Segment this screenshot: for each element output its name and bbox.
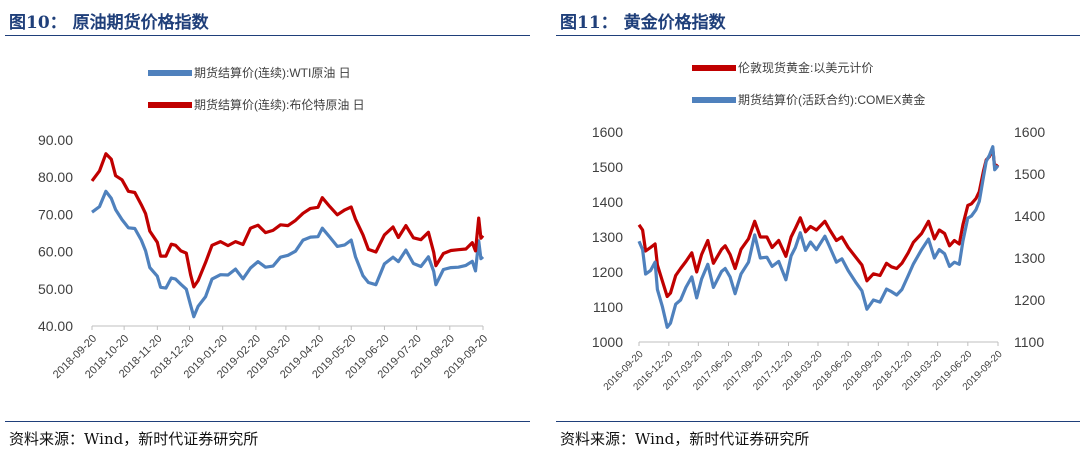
y-tick-label: 50.00 (38, 281, 73, 297)
bottom-rule (5, 421, 530, 422)
y-tick-label: 1500 (1014, 166, 1045, 182)
y-tick-label: 1000 (592, 334, 623, 350)
legend-label: 期货结算价(连续):布伦特原油 日 (194, 97, 365, 112)
y-tick-label: 40.00 (38, 318, 73, 334)
source-note: 资料来源：Wind，新时代证券研究所 (9, 430, 259, 448)
wti-series-line (91, 189, 485, 319)
legend-label: 期货结算价(活跃合约):COMEX黄金 (738, 92, 925, 107)
top-rule (556, 35, 1080, 36)
figure-title: 图10： 原油期货价格指数 (9, 13, 209, 33)
y-tick-label: 1600 (1014, 124, 1045, 140)
y-tick-label: 1100 (1014, 334, 1044, 350)
y-tick-label: 1400 (1014, 208, 1045, 224)
y-tick-label: 90.00 (38, 132, 73, 148)
london-gold-series-line (637, 147, 1000, 299)
y-tick-label: 70.00 (38, 206, 73, 222)
y-tick-label: 1500 (592, 159, 623, 175)
y-tick-label: 1300 (1014, 250, 1045, 266)
legend-label: 伦敦现货黄金:以美元计价 (738, 60, 873, 75)
y-tick-label: 1300 (592, 229, 623, 245)
y-tick-label: 1200 (1014, 292, 1045, 308)
figure-title: 图11： 黄金价格指数 (560, 13, 726, 33)
y-tick-label: 1600 (592, 124, 623, 140)
comex-gold-series-line (637, 145, 1000, 329)
left-figure: 图10： 原油期货价格指数 期货结算价(连续):WTI原油 日期货结算价(连续)… (5, 0, 530, 451)
source-note: 资料来源：Wind，新时代证券研究所 (560, 430, 810, 448)
legend-label: 期货结算价(连续):WTI原油 日 (194, 65, 351, 80)
bottom-rule (556, 421, 1080, 422)
y-tick-label: 1200 (592, 264, 623, 280)
y-tick-label: 60.00 (38, 244, 73, 260)
top-rule (5, 35, 530, 36)
right-figure: 图11： 黄金价格指数 伦敦现货黄金:以美元计价期货结算价(活跃合约):COME… (556, 0, 1080, 451)
y-tick-label: 80.00 (38, 169, 73, 185)
y-tick-label: 1400 (592, 194, 623, 210)
brent-series-line (90, 152, 485, 289)
y-tick-label: 1100 (593, 299, 623, 315)
